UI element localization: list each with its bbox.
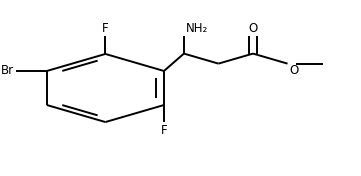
Text: O: O xyxy=(248,22,258,35)
Text: F: F xyxy=(161,124,167,137)
Text: NH₂: NH₂ xyxy=(186,22,208,35)
Text: F: F xyxy=(102,22,109,35)
Text: O: O xyxy=(289,64,299,77)
Text: Br: Br xyxy=(1,64,14,77)
